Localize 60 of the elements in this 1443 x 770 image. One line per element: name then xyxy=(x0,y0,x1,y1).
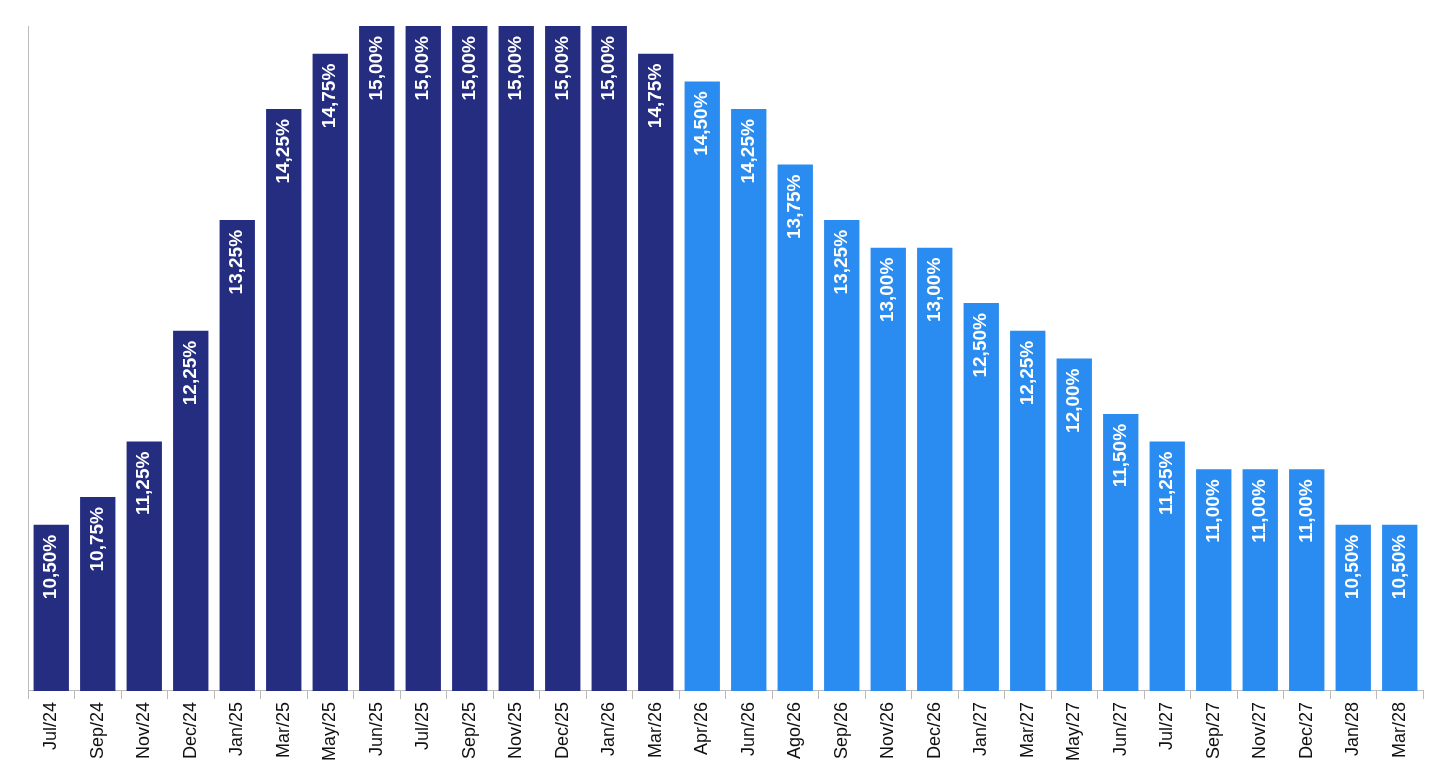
data-label: 13,25% xyxy=(829,229,851,295)
x-tick-label: Nov/25 xyxy=(505,701,526,760)
x-tick-label: Mar/26 xyxy=(644,701,665,758)
data-label: 10,50% xyxy=(1341,534,1363,600)
data-label: 12,25% xyxy=(178,340,200,406)
x-tick-label: Dec/25 xyxy=(551,701,572,760)
x-tick-label: Nov/27 xyxy=(1249,701,1270,760)
x-tick-label: Jun/25 xyxy=(365,701,386,757)
data-label: 11,50% xyxy=(1108,423,1130,488)
data-label: 14,50% xyxy=(690,91,712,156)
x-tick-label: Sep/26 xyxy=(830,701,851,760)
data-label: 14,75% xyxy=(318,63,340,129)
x-tick-label: Mar/27 xyxy=(1016,701,1037,758)
data-label: 12,00% xyxy=(1062,368,1084,433)
data-label: 13,75% xyxy=(783,174,805,239)
data-label: 11,00% xyxy=(1294,479,1316,543)
x-tick-label: Jul/24 xyxy=(40,701,61,751)
data-label: 12,25% xyxy=(1015,340,1037,406)
x-tick-label: Jun/26 xyxy=(737,701,758,757)
data-label: 15,00% xyxy=(364,35,386,101)
data-label: 15,00% xyxy=(457,35,479,101)
data-label: 11,25% xyxy=(1155,451,1177,516)
data-label: 13,00% xyxy=(922,257,944,323)
data-label: 15,00% xyxy=(504,35,526,101)
data-label: 13,00% xyxy=(876,257,898,323)
x-tick-label: Dec/27 xyxy=(1295,701,1316,760)
data-label: 10,50% xyxy=(1387,534,1409,600)
x-tick-label: Jan/25 xyxy=(226,701,247,757)
data-label: 14,75% xyxy=(643,63,665,129)
data-label: 15,00% xyxy=(550,35,572,101)
x-tick-label: Dec/24 xyxy=(179,701,200,760)
x-tick-label: Mar/25 xyxy=(272,701,293,758)
x-tick-label: Jul/25 xyxy=(412,701,433,751)
data-label: 10,75% xyxy=(85,506,107,572)
x-tick-label: Dec/26 xyxy=(923,701,944,760)
x-tick-label: Ago/26 xyxy=(784,701,805,760)
x-tick-label: Jan/28 xyxy=(1342,701,1363,757)
x-tick-label: Sep/25 xyxy=(458,701,479,760)
x-tick-label: Jan/27 xyxy=(970,701,991,757)
data-label: 11,00% xyxy=(1201,479,1223,543)
x-tick-label: Jan/26 xyxy=(598,701,619,757)
data-label: 11,25% xyxy=(132,451,154,516)
data-label: 14,25% xyxy=(271,119,293,184)
data-label: 13,25% xyxy=(225,229,247,295)
data-label: 14,25% xyxy=(736,119,758,184)
x-tick-label: Sep/24 xyxy=(86,701,107,760)
x-tick-label: Jun/27 xyxy=(1109,701,1130,757)
x-tick-label: Jul/27 xyxy=(1156,701,1177,751)
data-label: 15,00% xyxy=(597,35,619,101)
x-tick-label: May/27 xyxy=(1063,701,1084,761)
data-label: 11,00% xyxy=(1248,479,1270,543)
data-label: 15,00% xyxy=(411,35,433,101)
x-tick-label: May/25 xyxy=(319,701,340,761)
x-tick-label: Nov/24 xyxy=(133,701,154,760)
data-label: 12,50% xyxy=(969,312,991,378)
x-tick-label: Apr/26 xyxy=(691,701,712,756)
x-tick-label: Mar/28 xyxy=(1388,701,1409,758)
data-label: 10,50% xyxy=(39,534,61,600)
x-tick-label: Sep/27 xyxy=(1202,701,1223,760)
x-tick-label: Nov/26 xyxy=(877,701,898,760)
